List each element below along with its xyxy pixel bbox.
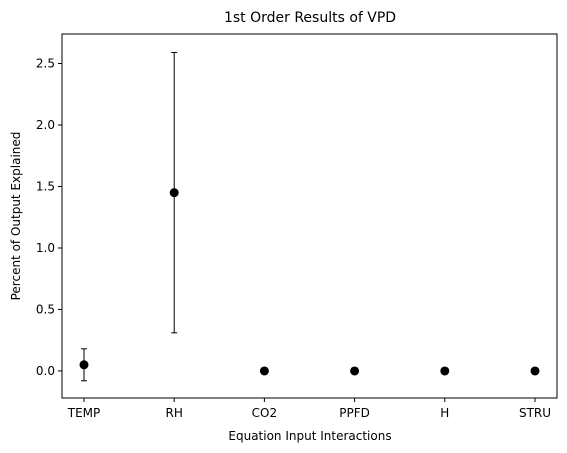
chart-title: 1st Order Results of VPD [224, 10, 396, 26]
data-point [530, 366, 540, 376]
y-tick-label: 2.0 [36, 118, 55, 132]
data-point [169, 188, 179, 198]
x-tick-label: RH [166, 406, 183, 420]
data-point [79, 360, 89, 370]
y-tick-label: 0.5 [36, 302, 55, 316]
x-tick-label: STRU [519, 406, 551, 420]
data-point [350, 366, 360, 376]
y-axis-title: Percent of Output Explained [9, 132, 23, 301]
y-tick-label: 2.5 [36, 57, 55, 71]
x-tick-label: H [440, 406, 449, 420]
x-tick-label: PPFD [339, 406, 370, 420]
data-point [259, 366, 269, 376]
plot-frame [61, 33, 558, 399]
data-point [440, 366, 450, 376]
x-axis-title: Equation Input Interactions [228, 429, 391, 443]
x-tick-label: CO2 [252, 406, 277, 420]
x-tick-label: TEMP [67, 406, 101, 420]
y-tick-label: 1.5 [36, 179, 55, 193]
y-tick-label: 1.0 [36, 241, 55, 255]
plot-area: 0.0 0.5 1.0 1.5 2.0 2.5 TEMP RH CO2 PPFD H STRU [36, 51, 551, 420]
y-tick-label: 0.0 [36, 364, 55, 378]
